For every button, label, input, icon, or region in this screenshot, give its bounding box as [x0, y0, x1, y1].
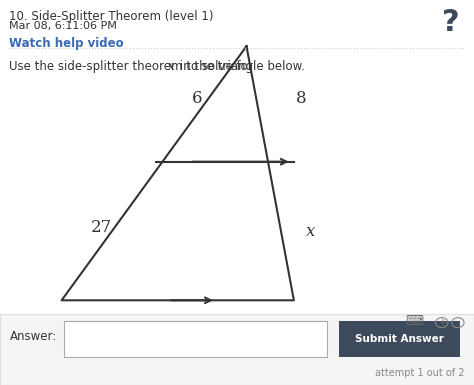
Text: 27: 27 [91, 219, 112, 236]
Text: 6: 6 [191, 90, 202, 107]
Text: x: x [168, 60, 175, 73]
Text: x: x [306, 223, 315, 239]
FancyBboxPatch shape [339, 321, 460, 357]
Text: +: + [438, 318, 446, 328]
Text: in the triangle below.: in the triangle below. [176, 60, 305, 73]
Text: 8: 8 [296, 90, 307, 107]
Text: ⌨: ⌨ [406, 315, 424, 328]
FancyBboxPatch shape [64, 321, 327, 357]
Text: Answer:: Answer: [9, 330, 57, 343]
Text: Submit Answer: Submit Answer [355, 334, 444, 344]
Text: 10. Side-Splitter Theorem (level 1): 10. Side-Splitter Theorem (level 1) [9, 10, 214, 23]
Text: -: - [456, 318, 460, 328]
Text: Watch help video: Watch help video [9, 37, 124, 50]
Text: attempt 1 out of 2: attempt 1 out of 2 [375, 368, 465, 378]
FancyBboxPatch shape [0, 314, 474, 385]
Text: Mar 08, 6:11:06 PM: Mar 08, 6:11:06 PM [9, 21, 118, 31]
Text: Use the side-splitter theorem to solve for: Use the side-splitter theorem to solve f… [9, 60, 257, 73]
Text: ?: ? [442, 8, 460, 37]
